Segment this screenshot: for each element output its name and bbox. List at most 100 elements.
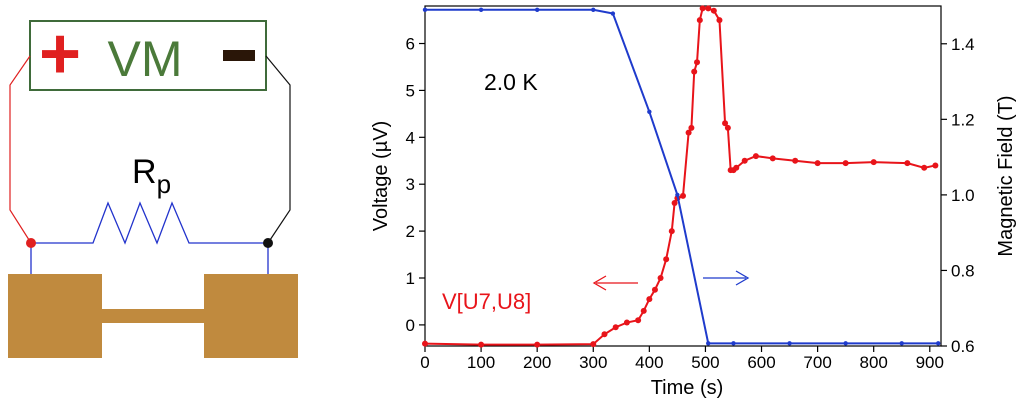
voltage-point — [752, 153, 759, 160]
x-tick-label: 200 — [523, 353, 551, 372]
voltage-point — [696, 17, 703, 24]
right-arrow — [703, 270, 750, 286]
x-tick-label: 600 — [747, 353, 775, 372]
voltage-point — [668, 228, 675, 235]
voltage-point — [657, 275, 664, 281]
voltage-point — [691, 68, 698, 75]
chart: 0 100 200 300 400 500 600 700 800 900 0 1 2 3 4 5 6 0.6… — [370, 5, 1017, 399]
right-lead-wire — [265, 55, 291, 244]
y-left-tick-label: 3 — [406, 175, 415, 194]
field-point — [899, 341, 904, 346]
sample-bridge — [100, 309, 206, 323]
voltage-point — [534, 341, 541, 348]
voltage-point — [623, 319, 630, 326]
voltage-point — [685, 129, 692, 136]
y-left-tick-label: 1 — [406, 269, 415, 288]
voltage-point — [716, 17, 723, 24]
x-axis-label: Time (s) — [651, 377, 724, 399]
left-contact-pad — [8, 274, 102, 358]
voltage-point — [842, 160, 849, 167]
voltage-point — [680, 192, 686, 199]
series-label-voltage: V[U7,U8] — [442, 289, 531, 314]
left-lead-wire — [9, 55, 32, 244]
voltage-point — [646, 296, 653, 303]
temperature-annotation: 2.0 K — [484, 69, 538, 95]
y-left-tick-label: 2 — [406, 222, 415, 241]
y-left-tick-label: 4 — [406, 128, 415, 147]
field-point — [787, 341, 792, 346]
field-point — [647, 109, 652, 114]
voltage-point — [694, 59, 701, 66]
x-tick-label: 0 — [420, 353, 429, 372]
voltage-point — [733, 164, 740, 171]
x-tick-label: 100 — [467, 353, 495, 372]
series-layer — [422, 5, 941, 348]
voltage-point — [724, 124, 731, 131]
y-left-tick-label: 5 — [406, 81, 415, 100]
field-point — [935, 341, 941, 346]
voltage-point — [478, 341, 485, 348]
x-tick-label: 500 — [691, 353, 719, 372]
field-point — [610, 11, 616, 16]
y-right-tick-label: 0.8 — [951, 261, 975, 280]
field-point — [478, 7, 484, 12]
voltage-point — [601, 331, 608, 338]
y-right-tick-label: 1.2 — [951, 110, 975, 129]
y-left-tick-label: 0 — [406, 316, 415, 335]
right-node-dot — [263, 238, 273, 248]
field-point — [534, 7, 540, 12]
voltage-point — [635, 317, 642, 324]
voltage-point — [590, 341, 597, 348]
field-point — [591, 7, 596, 12]
resistor-wire — [31, 201, 268, 245]
voltage-point — [921, 164, 928, 171]
voltage-point — [640, 307, 647, 314]
y-axis-left-label: Voltage (µV) — [370, 121, 392, 231]
circuit-schematic: + VM Rp — [8, 14, 298, 358]
x-tick-label: 400 — [635, 353, 663, 372]
voltage-point — [422, 340, 428, 347]
voltage-point — [769, 155, 776, 162]
x-tick-label: 700 — [803, 353, 831, 372]
voltage-point — [710, 7, 717, 14]
x-tick-label: 800 — [860, 353, 888, 372]
voltage-point — [870, 159, 877, 166]
y-axis-right-label: Magnetic Field (T) — [995, 95, 1017, 256]
x-tick-label: 300 — [579, 353, 607, 372]
y-right-tick-label: 1.0 — [951, 186, 975, 205]
voltage-point — [705, 5, 712, 12]
voltage-point — [904, 160, 911, 167]
field-point — [675, 192, 680, 198]
plot-frame — [424, 5, 942, 347]
x-axis: 0 100 200 300 400 500 600 700 800 900 — [420, 346, 944, 372]
x-tick-label: 900 — [916, 353, 944, 372]
voltage-point — [741, 157, 748, 164]
field-point — [843, 341, 848, 346]
y-right-tick-label: 0.6 — [951, 337, 975, 356]
voltmeter-label: VM — [108, 31, 183, 87]
minus-symbol — [223, 50, 255, 61]
left-node-dot — [26, 238, 36, 248]
voltage-point — [722, 120, 729, 127]
voltage-point — [671, 199, 678, 206]
field-point — [706, 341, 711, 346]
voltage-point — [814, 160, 821, 167]
plus-symbol: + — [39, 14, 81, 94]
resistor-label: Rp — [132, 153, 171, 199]
voltage-point — [792, 157, 799, 164]
voltage-point — [932, 162, 939, 169]
field-point — [422, 7, 428, 12]
voltage-point — [663, 256, 670, 263]
right-contact-pad — [204, 274, 298, 358]
y-left-tick-label: 6 — [406, 35, 415, 54]
field-point — [731, 341, 736, 346]
voltage-point — [688, 124, 695, 131]
y-axis-right: 0.6 0.8 1.0 1.2 1.4 — [941, 35, 975, 356]
voltage-point — [612, 324, 619, 331]
voltage-point — [651, 286, 658, 293]
left-arrow — [592, 275, 638, 291]
y-right-tick-label: 1.4 — [951, 35, 975, 54]
voltage-point — [699, 5, 706, 12]
y-axis-left: 0 1 2 3 4 5 6 — [406, 35, 425, 335]
